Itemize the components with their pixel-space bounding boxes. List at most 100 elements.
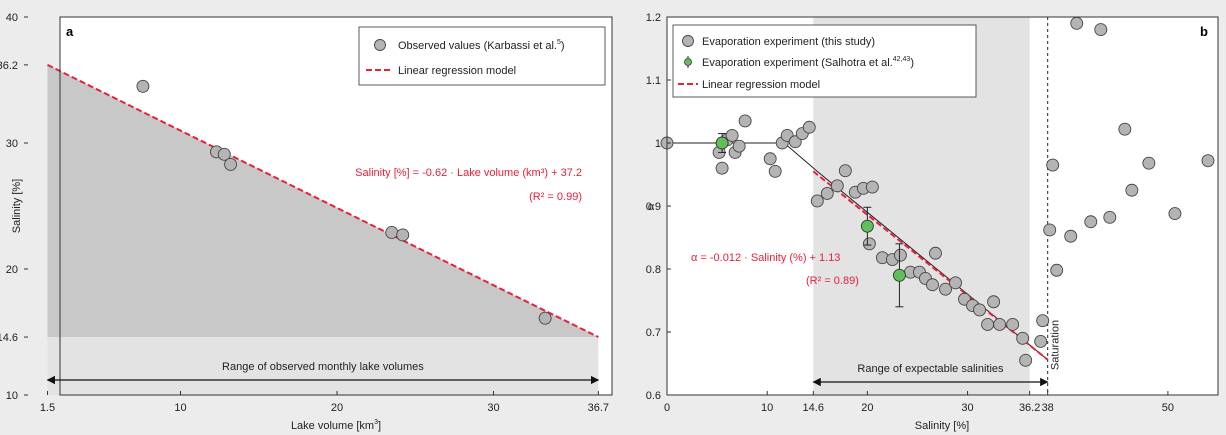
data-point: [939, 282, 952, 296]
data-point: [725, 128, 739, 142]
y-tick-label: 0.8: [646, 264, 661, 276]
saturation-label: Saturation: [1050, 320, 1062, 370]
panel-b-x-ticks: 0 10 14.6 20 30 36.2 38 50: [664, 391, 1174, 414]
panel-a-regression-line: [47, 63, 599, 338]
x-tick-label: 30: [961, 402, 973, 414]
y-tick-label: 20: [6, 264, 18, 276]
y-tick-label: 1.1: [646, 75, 661, 87]
data-point: [715, 161, 729, 175]
legend-label-regression-b: Linear regression model: [702, 79, 820, 91]
panel-b-y-ticks: 0.6 0.7 0.8 0.9 1 1.1 1.2: [646, 12, 671, 402]
data-point: [1046, 158, 1060, 172]
x-tick-label: 50: [1162, 402, 1174, 414]
x-tick-label: 0: [664, 402, 670, 414]
legend-label-salhotra: Evaporation experiment (Salhotra et al.4…: [702, 56, 914, 69]
data-point: [1201, 154, 1215, 168]
regression-line: [812, 170, 1049, 361]
data-point-salhotra: [715, 136, 729, 150]
panel-b-r2: (R² = 0.89): [806, 275, 859, 287]
legend-label-regression-a: Linear regression model: [398, 65, 516, 77]
data-point: [973, 303, 987, 317]
data-point: [1084, 215, 1098, 229]
data-point: [732, 139, 746, 153]
data-point: [926, 278, 939, 292]
data-point: [1016, 331, 1030, 345]
panel-a-equation: Salinity [%] = -0.62 · Lake volume (km³)…: [355, 167, 582, 179]
y-tick-label: 36.2: [0, 60, 18, 72]
data-point: [865, 180, 879, 194]
legend-marker-observed: [374, 39, 386, 51]
panel-b-range-label: Range of expectable salinities: [857, 363, 1004, 375]
data-point: [768, 164, 782, 178]
x-tick-label: 10: [174, 402, 186, 414]
panel-a-legend-box: [358, 26, 606, 86]
panel-a-r2: (R² = 0.99): [529, 191, 582, 203]
panel-b-legend: Evaporation experiment (this study) Evap…: [672, 24, 977, 98]
x-tick-label: 38: [1042, 402, 1054, 414]
data-point: [385, 226, 399, 239]
data-point: [1036, 314, 1050, 328]
panel-a-axes-frame: [59, 16, 613, 396]
data-point: [838, 164, 852, 178]
data-point: [738, 114, 752, 128]
panel-a-y-axis-label: Salinity [%]: [11, 179, 23, 233]
y-tick-label: 10: [6, 390, 18, 402]
panel-b-label: b: [1200, 24, 1208, 39]
panel-b-study-points: [660, 16, 1215, 367]
panel-b-regression-line: [812, 170, 1049, 361]
x-tick-label: 10: [761, 402, 773, 414]
legend-marker-study: [682, 35, 694, 47]
panel-a-label: a: [66, 24, 74, 39]
data-point: [830, 179, 844, 193]
panel-b-equation: α = -0.012 · Salinity (%) + 1.13: [691, 252, 840, 264]
data-point: [1043, 223, 1057, 237]
panel-a-y-ticks: 10 14.6 20 30 36.2 40: [0, 12, 28, 402]
data-point: [1019, 353, 1033, 367]
data-point: [538, 311, 552, 325]
panel-b-salhotra-points: [715, 133, 906, 308]
panel-b-x-axis-label: Salinity [%]: [915, 420, 969, 432]
x-tick-label: 36.2: [1019, 402, 1040, 414]
y-tick-label: 0.7: [646, 327, 661, 339]
panel-b-legend-box: [672, 24, 977, 98]
panel-b-y-axis-label: α: [648, 201, 655, 213]
y-tick-label: 30: [6, 138, 18, 150]
panel-a-range-label: Range of observed monthly lake volumes: [222, 361, 424, 373]
x-tick-label: 1.5: [40, 402, 55, 414]
data-point: [810, 194, 824, 208]
data-point: [1118, 122, 1132, 136]
data-point: [1064, 229, 1078, 243]
x-tick-label: 20: [331, 402, 343, 414]
data-point: [981, 317, 995, 331]
data-point: [1094, 23, 1108, 37]
data-point: [763, 152, 777, 166]
data-point: [929, 246, 942, 260]
panel-b: 0 10 14.6 20 30 36.2 38 50 0.60.70.80.911.11.2 …: [646, 12, 1219, 432]
data-point: [1050, 263, 1064, 277]
data-point: [1142, 156, 1156, 170]
data-point: [987, 295, 1001, 309]
panel-a-x-ticks: 1.5 10 20 30 36.7: [40, 391, 609, 414]
data-point: [949, 276, 962, 290]
y-tick-label: 40: [6, 12, 18, 24]
data-point: [820, 186, 834, 200]
x-tick-label: 20: [861, 402, 873, 414]
data-point-salhotra: [860, 219, 874, 233]
y-tick-label: 0.9: [646, 201, 661, 213]
y-tick-label: 1: [655, 138, 661, 150]
data-point: [1006, 317, 1020, 331]
regression-line: [47, 63, 599, 338]
panel-a-x-axis-label: Lake volume [km3]: [291, 419, 381, 432]
data-point: [217, 147, 231, 161]
x-tick-label: 36.7: [588, 402, 609, 414]
data-point: [1034, 335, 1048, 348]
data-point: [1125, 183, 1139, 197]
data-point: [1070, 16, 1084, 30]
data-point: [396, 228, 410, 242]
x-tick-label: 14.6: [803, 402, 824, 414]
legend-label-observed: Observed values (Karbassi et al.5): [398, 39, 565, 52]
data-point: [862, 237, 876, 251]
panel-a: 1.5 10 20 30 36.7 10 14.6 20 30 36.2 40 a Observe…: [0, 12, 613, 432]
panel-a-legend: Observed values (Karbassi et al.5) Linea…: [358, 26, 606, 86]
